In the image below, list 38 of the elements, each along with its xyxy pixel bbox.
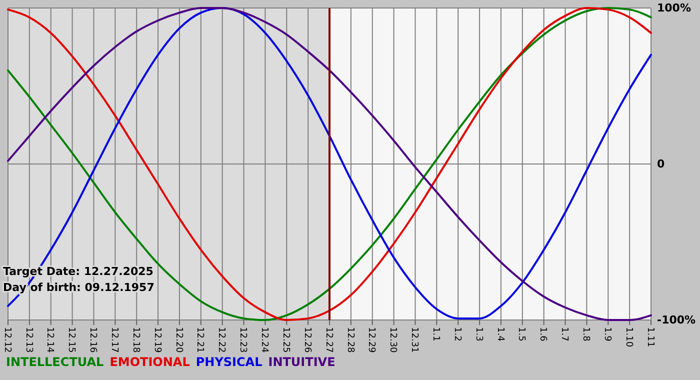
text: INTUITIVE xyxy=(268,355,336,369)
x-tick-label: 12.20 xyxy=(173,327,184,354)
x-tick-label: 1.5 xyxy=(516,327,526,342)
text: EMOTIONAL xyxy=(110,355,190,369)
x-tick-label: 12.26 xyxy=(302,327,312,354)
x-tick-label: 12.13 xyxy=(23,327,34,353)
x-tick-label: 12.21 xyxy=(194,327,205,353)
x-tick-label: 1.11 xyxy=(644,327,655,348)
x-tick-label: 1.7 xyxy=(559,327,570,342)
text: INTELLECTUAL xyxy=(6,355,104,369)
x-tick-label: 12.17 xyxy=(109,327,120,353)
x-tick-label: 12.24 xyxy=(259,327,270,354)
x-tick-label: 12.28 xyxy=(344,327,355,354)
x-tick-label: 12.14 xyxy=(44,327,55,354)
y-tick-label: 100% xyxy=(657,2,691,15)
x-tick-label: 12.19 xyxy=(152,327,162,354)
x-tick-label: 12.22 xyxy=(216,327,226,353)
x-tick-label: 12.12 xyxy=(2,327,12,353)
x-tick-label: 12.16 xyxy=(88,327,98,354)
x-tick-label: 1.10 xyxy=(623,327,634,348)
x-tick-label: 1.3 xyxy=(473,327,484,342)
x-tick-label: 12.27 xyxy=(323,327,334,353)
x-tick-label: 12.18 xyxy=(130,327,140,354)
x-tick-label: 1.2 xyxy=(452,327,462,342)
x-tick-label: 1.6 xyxy=(538,327,548,342)
x-tick-label: 1.4 xyxy=(494,327,505,342)
x-tick-label: 12.25 xyxy=(280,327,290,353)
y-tick-label: -100% xyxy=(657,314,696,327)
x-tick-label: 12.15 xyxy=(66,327,76,353)
y-tick-label: 0 xyxy=(657,158,665,171)
x-tick-label: 1.9 xyxy=(602,327,612,342)
x-tick-label: 12.30 xyxy=(388,327,398,354)
text: PHYSICAL xyxy=(196,355,263,369)
x-tick-label: 12.23 xyxy=(238,327,248,353)
x-tick-label: 12.31 xyxy=(409,327,420,353)
x-tick-label: 12.29 xyxy=(366,327,376,354)
x-tick-label: 1.8 xyxy=(580,327,591,342)
x-tick-label: 1.1 xyxy=(430,327,441,342)
